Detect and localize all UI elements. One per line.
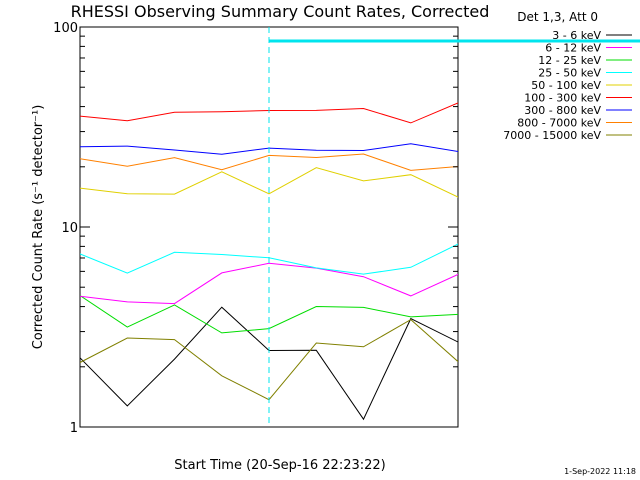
legend-label: 100 - 300 keV [524, 92, 601, 105]
legend-label: 7000 - 15000 keV [503, 129, 601, 142]
legend-label: 6 - 12 keV [545, 42, 601, 55]
series-7000-15000keV-line [80, 318, 458, 401]
legend-label: 12 - 25 keV [538, 54, 601, 67]
legend-header: Det 1,3, Att 0 [517, 10, 598, 24]
series-6-12keV-line [80, 262, 458, 305]
x-axis-label: Start Time (20-Sep-16 22:23:22) [174, 458, 385, 473]
ticks-layer: 22:3022:4523:0023:1523:3023:4500:0011010… [53, 21, 458, 436]
y-tick-label: 1 [70, 421, 78, 436]
series-12-25keV-line [80, 295, 458, 334]
y-tick-label: 100 [53, 21, 78, 36]
timestamp: 1-Sep-2022 11:18 [564, 467, 636, 476]
y-tick-label: 10 [61, 221, 78, 236]
legend-label: 3 - 6 keV [552, 29, 601, 42]
flags-layer: N [268, 27, 640, 427]
legend-label: 800 - 7000 keV [517, 117, 601, 130]
legend-label: 50 - 100 keV [531, 79, 601, 92]
legend-label: 300 - 800 keV [524, 104, 601, 117]
chart-title: RHESSI Observing Summary Count Rates, Co… [71, 2, 490, 21]
series-25-50keV-line [80, 243, 458, 275]
series-3-6keV-line [80, 306, 458, 421]
y-axis-label: Corrected Count Rate (s⁻¹ detector⁻¹) [31, 105, 46, 350]
legend-label: 25 - 50 keV [538, 67, 601, 80]
